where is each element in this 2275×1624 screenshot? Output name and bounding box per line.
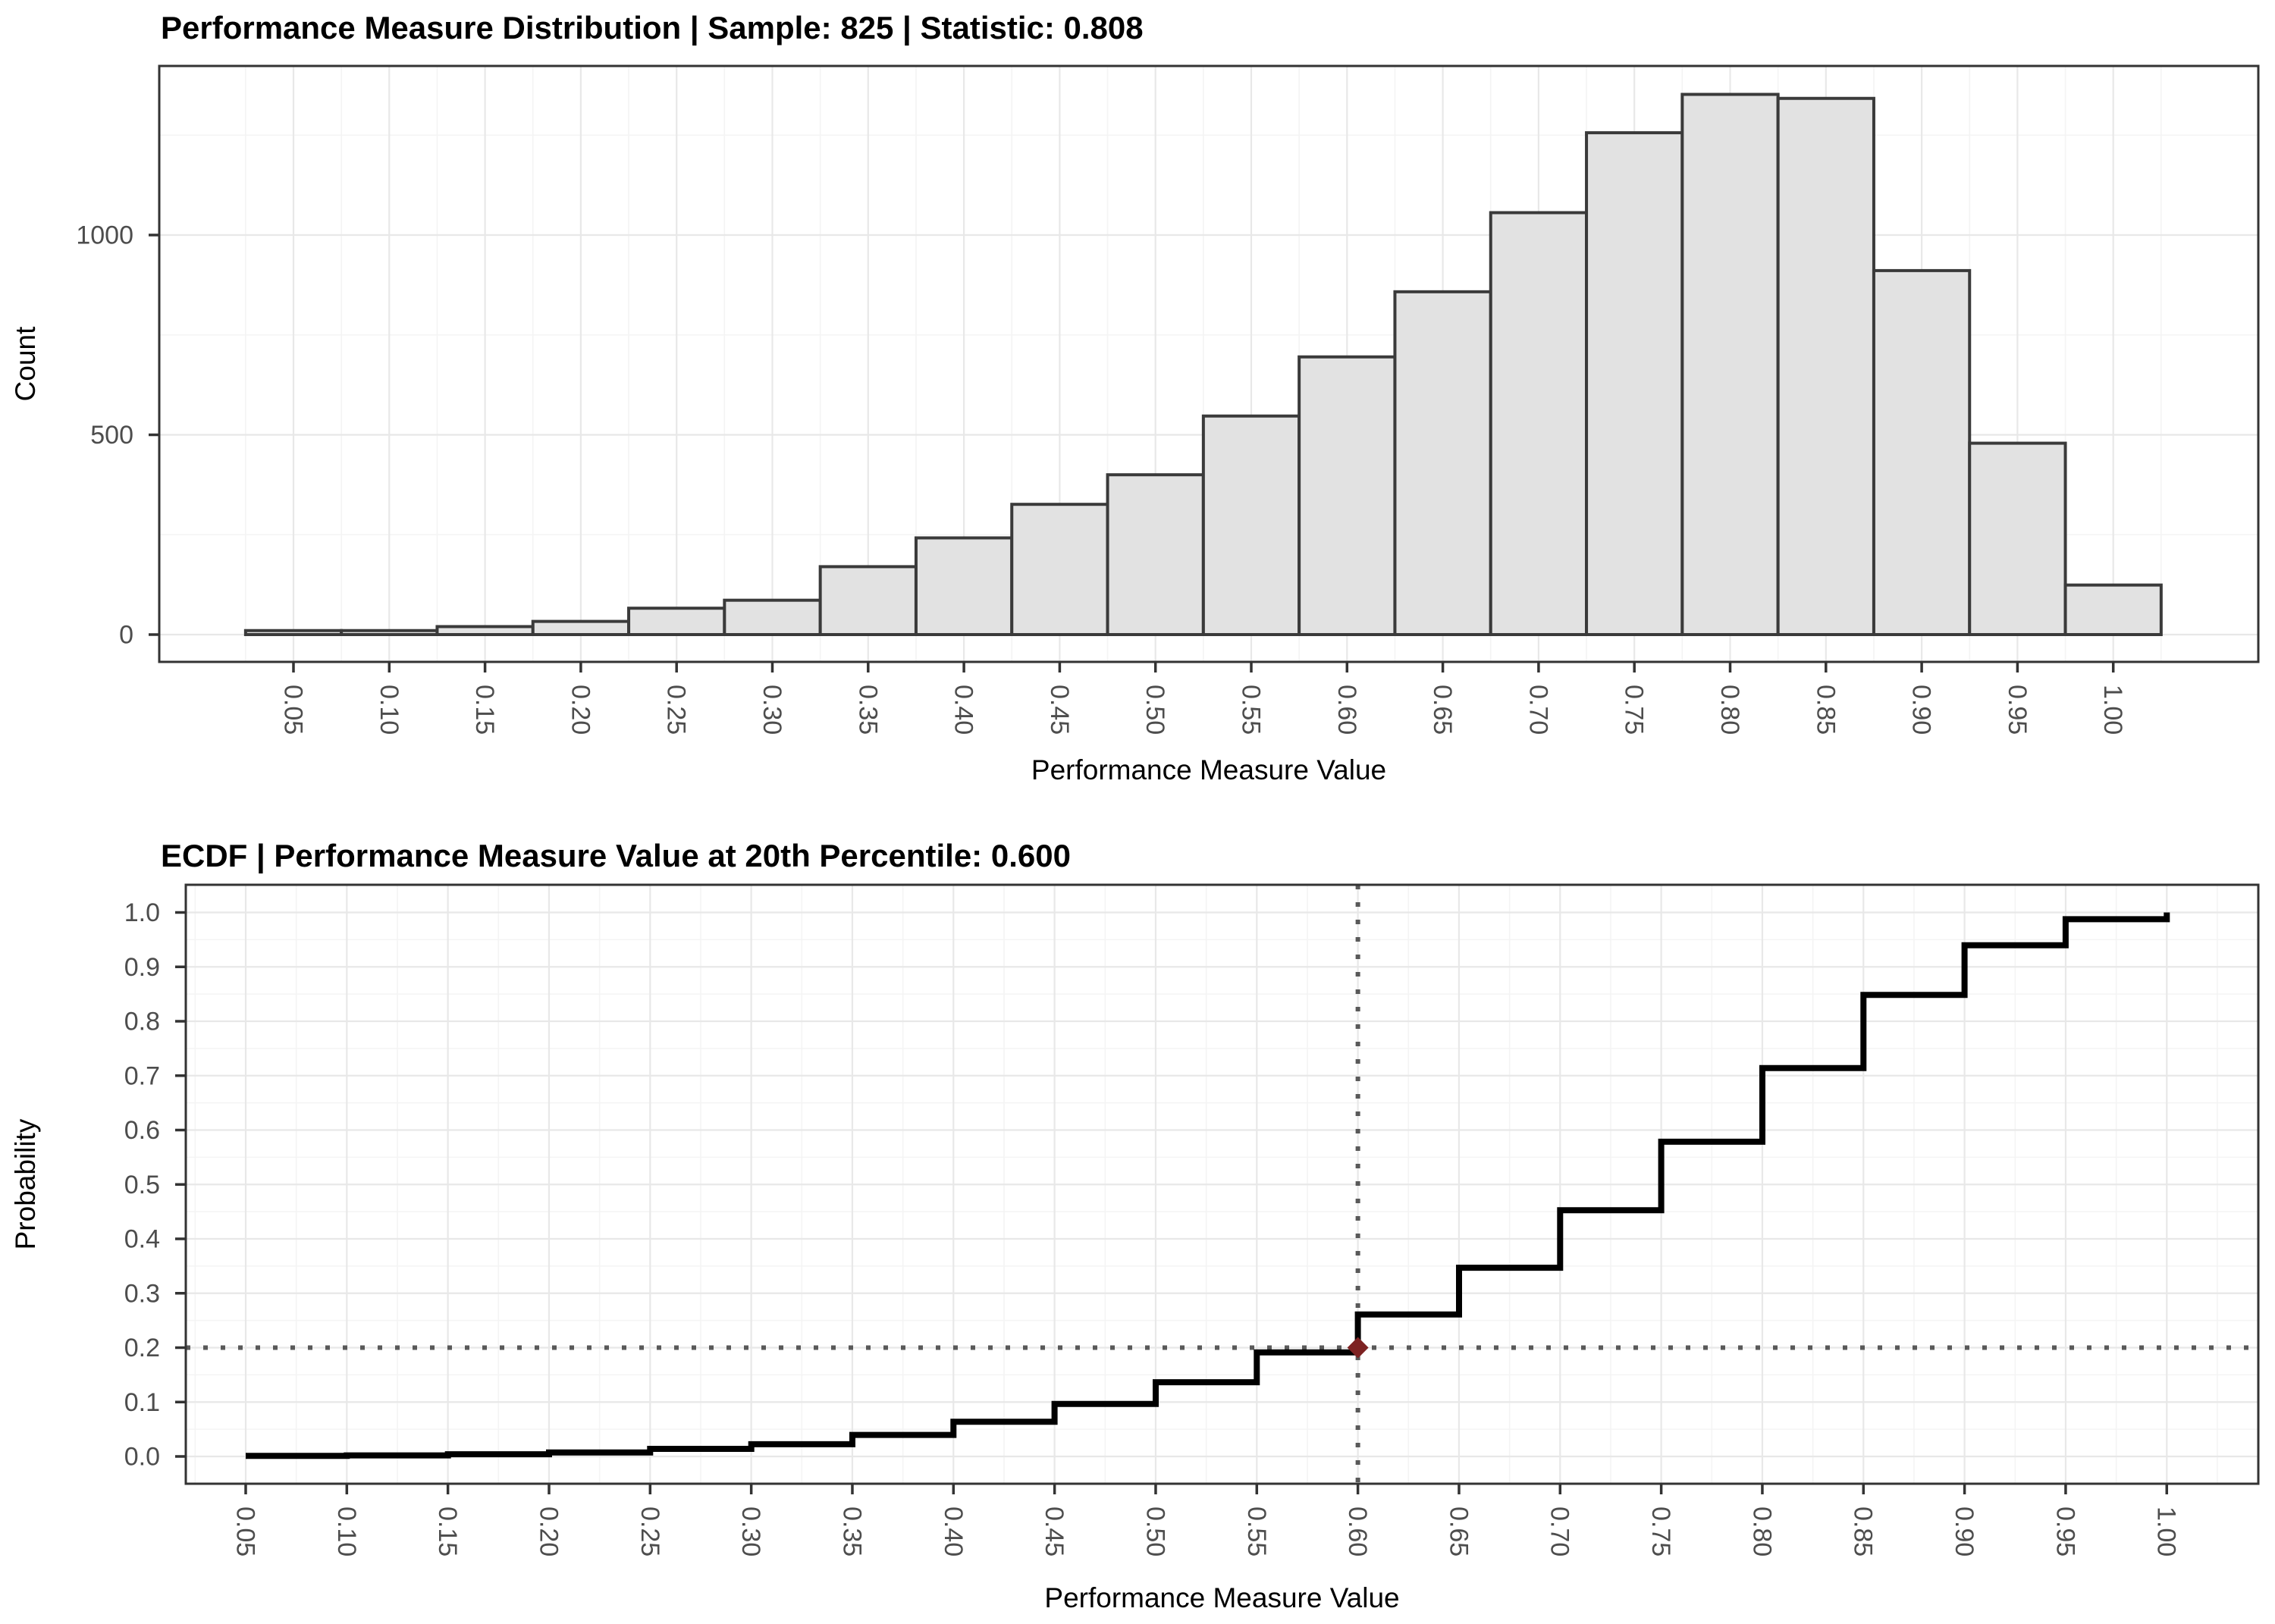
histogram-bar — [435, 625, 535, 637]
histogram-bar — [1106, 473, 1205, 637]
x-tick-label: 0.20 — [534, 1506, 563, 1557]
y-tick-label: 0.9 — [124, 953, 160, 982]
histogram-bars — [243, 92, 2163, 637]
x-tick-label: 0.30 — [758, 685, 786, 735]
y-tick-label: 500 — [90, 421, 133, 450]
x-tick-label: 0.70 — [1545, 1506, 1574, 1557]
x-tick-label: 0.30 — [736, 1506, 765, 1557]
x-tick-label: 1.00 — [2098, 685, 2127, 735]
histogram-bar — [1776, 96, 1875, 637]
x-tick-label: 0.10 — [332, 1506, 361, 1557]
histogram-bar — [2063, 583, 2163, 636]
y-tick-label: 0.2 — [124, 1334, 160, 1362]
x-tick-label: 0.35 — [837, 1506, 866, 1557]
y-tick-label: 0.0 — [124, 1443, 160, 1472]
x-tick-label: 0.15 — [470, 685, 499, 735]
x-tick-label: 0.75 — [1620, 685, 1649, 735]
x-tick-label: 0.50 — [1141, 685, 1169, 735]
histogram-title: Performance Measure Distribution | Sampl… — [161, 10, 1144, 45]
y-tick-label: 1000 — [76, 221, 133, 250]
y-tick-label: 0.4 — [124, 1225, 160, 1254]
x-tick-label: 0.50 — [1141, 1506, 1169, 1557]
x-tick-label: 0.15 — [433, 1506, 462, 1557]
x-tick-label: 0.40 — [939, 1506, 968, 1557]
y-tick-label: 0.6 — [124, 1116, 160, 1145]
histogram-bar — [818, 565, 918, 636]
x-tick-label: 0.90 — [1950, 1506, 1978, 1557]
y-tick-label: 0 — [119, 621, 133, 650]
histogram-bar — [1680, 92, 1780, 637]
x-tick-label: 0.80 — [1747, 1506, 1776, 1557]
y-tick-label: 0.1 — [124, 1388, 160, 1417]
histogram-bar — [1010, 503, 1109, 636]
x-axis-title: Performance Measure Value — [1031, 754, 1386, 785]
y-tick-label: 0.7 — [124, 1061, 160, 1090]
x-tick-label: 0.95 — [2003, 685, 2032, 735]
x-tick-label: 0.80 — [1715, 685, 1744, 735]
y-tick-label: 1.0 — [124, 898, 160, 927]
x-tick-label: 0.35 — [853, 685, 882, 735]
histogram-bar — [243, 629, 344, 636]
y-axis-title: Count — [10, 326, 41, 401]
ecdf-step-line — [246, 912, 2170, 1459]
x-tick-label: 0.90 — [1907, 685, 1936, 735]
x-tick-label: 0.85 — [1811, 685, 1840, 735]
ecdf-chart: 0.0 0.1 0.2 0.3 0.4 0.5 0.6 0.7 0.8 0.9 1.0 0.05 0.1… — [10, 883, 2260, 1613]
histogram-bar — [1298, 355, 1397, 636]
histogram-bar — [914, 536, 1014, 636]
histogram-bar — [1585, 131, 1684, 636]
y-tick-label: 0.8 — [124, 1008, 160, 1036]
y-tick-label: 0.3 — [124, 1279, 160, 1308]
x-tick-label: 0.25 — [635, 1506, 664, 1557]
x-tick-label: 0.75 — [1646, 1506, 1675, 1557]
ecdf-grid-major — [186, 885, 2258, 1484]
x-tick-label: 0.65 — [1444, 1506, 1473, 1557]
x-tick-label: 0.65 — [1428, 685, 1457, 735]
axis-ticks — [175, 911, 2169, 1494]
x-tick-label: 0.85 — [1849, 1506, 1878, 1557]
x-tick-label: 0.55 — [1236, 685, 1265, 735]
x-tick-label: 0.70 — [1523, 685, 1552, 735]
x-tick-label: 0.45 — [1045, 685, 1074, 735]
histogram-bar — [1872, 268, 1972, 636]
x-tick-label: 0.45 — [1040, 1506, 1068, 1557]
axis-ticks — [149, 234, 2115, 672]
histogram-bar — [1968, 441, 2067, 637]
x-tick-label: 0.25 — [662, 685, 691, 735]
x-tick-label: 0.60 — [1332, 685, 1361, 735]
x-tick-label: 0.95 — [2051, 1506, 2079, 1557]
x-tick-label: 0.05 — [278, 685, 307, 735]
histogram-bar — [723, 598, 822, 636]
histogram-bar — [1393, 290, 1492, 636]
y-tick-label: 0.5 — [124, 1171, 160, 1199]
x-tick-label: 0.20 — [566, 685, 595, 735]
histogram-bar — [1489, 211, 1589, 637]
x-axis-title: Performance Measure Value — [1044, 1582, 1399, 1613]
x-tick-label: 0.10 — [375, 685, 403, 735]
x-tick-label: 0.60 — [1343, 1506, 1372, 1557]
histogram-bar — [531, 619, 631, 637]
y-axis-title: Probability — [10, 1118, 41, 1249]
histogram-bar — [340, 629, 439, 636]
histogram-bar — [1201, 414, 1301, 637]
percentile-point — [1347, 1337, 1369, 1359]
x-tick-label: 0.40 — [949, 685, 978, 735]
panel-border — [158, 64, 2260, 663]
x-tick-label: 0.55 — [1242, 1506, 1271, 1557]
x-tick-label: 1.00 — [2152, 1506, 2181, 1557]
histogram-chart: 0 500 1000 0.05 0.10 0.15 0.20 0.25 0.30 0.35 0.40… — [10, 64, 2260, 785]
x-tick-label: 0.05 — [231, 1506, 259, 1557]
ecdf-title: ECDF | Performance Measure Value at 20th… — [161, 838, 1071, 873]
histogram-bar — [627, 607, 726, 637]
